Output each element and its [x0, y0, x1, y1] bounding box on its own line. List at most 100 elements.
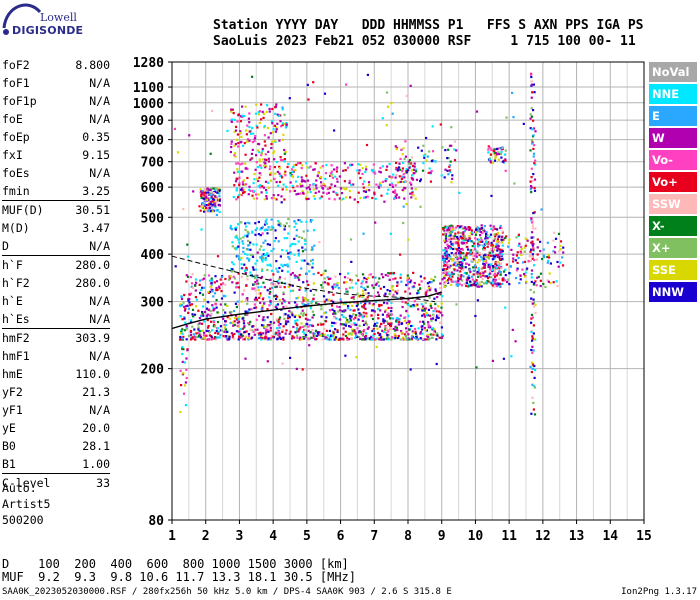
echo-point [530, 80, 533, 83]
echo-point [362, 292, 365, 295]
echo-point [269, 132, 272, 135]
echo-point [344, 188, 347, 191]
echo-point [401, 336, 405, 339]
echo-point [410, 156, 414, 159]
echo-point [373, 313, 376, 316]
echo-point [201, 278, 204, 281]
echo-point [248, 130, 251, 133]
echo-point [407, 303, 410, 306]
echo-point [327, 298, 331, 301]
echo-point [533, 386, 537, 389]
echo-point [486, 233, 489, 237]
echo-point [434, 307, 437, 310]
echo-point [498, 256, 501, 259]
echo-point [184, 404, 187, 407]
echo-point [370, 309, 374, 312]
echo-point [295, 322, 298, 325]
echo-point [274, 237, 277, 240]
echo-point [301, 302, 304, 305]
echo-point [236, 321, 239, 324]
echo-point [406, 337, 409, 341]
echo-point [379, 181, 382, 185]
echo-point [237, 194, 240, 197]
echo-point [254, 306, 258, 309]
echo-point [387, 306, 390, 310]
echo-point [237, 113, 240, 116]
echo-point [236, 168, 239, 171]
echo-point [274, 294, 277, 297]
echo-point [246, 124, 249, 127]
echo-point [440, 174, 443, 177]
echo-point [308, 324, 311, 327]
echo-point [354, 336, 357, 339]
echo-point [287, 255, 290, 259]
echo-point [431, 150, 435, 153]
echo-point [272, 247, 275, 250]
echo-point [233, 144, 236, 147]
echo-point [283, 286, 286, 289]
echo-point [465, 262, 468, 265]
echo-point [241, 317, 244, 320]
echo-point [247, 322, 250, 325]
echo-point [412, 194, 415, 197]
echo-point [397, 334, 400, 338]
echo-point [424, 307, 427, 310]
echo-point [389, 290, 392, 293]
echo-point [375, 282, 378, 285]
echo-point [250, 132, 253, 135]
param-value: 9.15 [82, 148, 110, 162]
echo-point [419, 180, 422, 183]
echo-point [484, 237, 487, 240]
echo-point [477, 241, 481, 244]
echo-point [182, 348, 185, 351]
echo-point [434, 290, 437, 293]
echo-point [442, 268, 445, 271]
echo-point [504, 158, 507, 161]
echo-point [434, 160, 437, 163]
echo-point [378, 277, 381, 280]
echo-point [311, 248, 314, 251]
echo-point [258, 296, 261, 299]
echo-point [363, 335, 367, 339]
echo-point [366, 296, 369, 299]
echo-point [400, 322, 404, 325]
echo-point [479, 234, 482, 237]
echo-point [349, 332, 352, 335]
echo-point [320, 195, 323, 198]
echo-point [272, 151, 275, 155]
echo-point [223, 326, 226, 329]
echo-point [356, 201, 359, 204]
echo-point [271, 122, 274, 125]
echo-point [216, 327, 219, 330]
echo-point [427, 287, 431, 290]
echo-point [450, 237, 453, 240]
echo-point [190, 285, 193, 288]
echo-point [275, 331, 278, 334]
echo-point [330, 334, 333, 337]
echo-point [472, 269, 475, 272]
echo-point [515, 269, 519, 272]
echo-point [216, 311, 219, 314]
echo-point [269, 320, 272, 324]
echo-point [235, 286, 238, 289]
echo-point [453, 235, 457, 238]
echo-point [264, 166, 267, 169]
echo-point [338, 175, 341, 178]
echo-point [224, 277, 227, 281]
echo-point [238, 241, 241, 244]
echo-point [277, 282, 280, 285]
echo-point [446, 261, 449, 264]
echo-point [483, 230, 486, 233]
echo-point [201, 311, 204, 314]
echo-point [349, 164, 352, 167]
echo-point [306, 179, 310, 182]
echo-point [264, 153, 267, 156]
echo-point [276, 170, 279, 173]
echo-point [396, 281, 399, 284]
echo-point [440, 306, 443, 309]
echo-point [290, 243, 293, 246]
echo-point [455, 255, 458, 258]
echo-point [202, 197, 206, 200]
echo-point [466, 278, 469, 281]
echo-point [270, 269, 273, 272]
